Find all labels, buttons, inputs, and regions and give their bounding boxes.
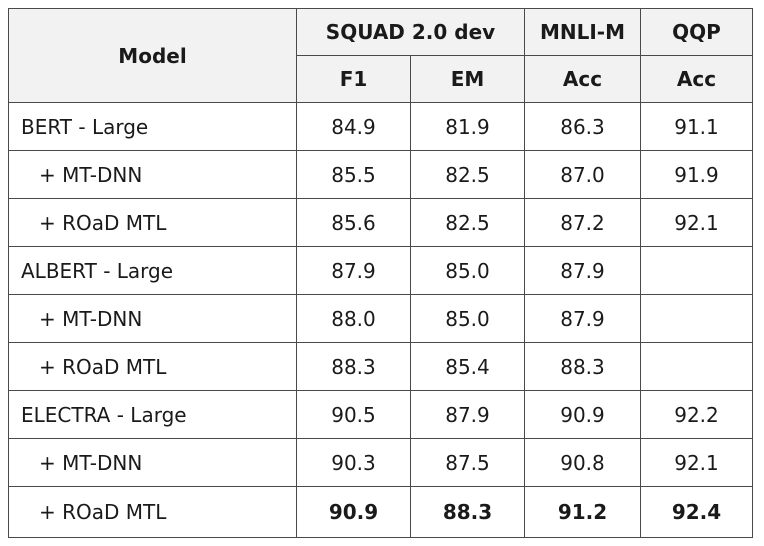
results-table-container: Model SQUAD 2.0 dev MNLI-M QQP F1 EM Acc… bbox=[8, 8, 753, 538]
cell-model: ALBERT - Large bbox=[8, 246, 297, 295]
cell-squad-f1: 88.3 bbox=[296, 342, 411, 391]
table-row: ELECTRA - Large 90.5 87.9 90.9 92.2 bbox=[8, 390, 753, 439]
cell-model: ELECTRA - Large bbox=[8, 390, 297, 439]
cell-squad-f1: 84.9 bbox=[296, 102, 411, 151]
cell-mnli-acc: 91.2 bbox=[524, 486, 641, 538]
header-group-mnli: MNLI-M bbox=[524, 8, 641, 56]
cell-model: + ROaD MTL bbox=[8, 486, 297, 538]
cell-squad-em: 85.4 bbox=[410, 342, 525, 391]
table-header: Model SQUAD 2.0 dev MNLI-M QQP F1 EM Acc… bbox=[8, 8, 753, 103]
cell-squad-f1: 85.6 bbox=[296, 198, 411, 247]
cell-mnli-acc: 87.2 bbox=[524, 198, 641, 247]
cell-qqp-acc: 91.9 bbox=[640, 150, 753, 199]
table-row: + ROaD MTL 85.6 82.5 87.2 92.1 bbox=[8, 198, 753, 247]
table-row: BERT - Large 84.9 81.9 86.3 91.1 bbox=[8, 102, 753, 151]
cell-qqp-acc: 92.1 bbox=[640, 438, 753, 487]
table-row: + MT-DNN 85.5 82.5 87.0 91.9 bbox=[8, 150, 753, 199]
header-metric-f1: F1 bbox=[296, 55, 411, 103]
table-row: + MT-DNN 90.3 87.5 90.8 92.1 bbox=[8, 438, 753, 487]
cell-squad-f1: 90.9 bbox=[296, 486, 411, 538]
cell-qqp-acc: 91.1 bbox=[640, 102, 753, 151]
cell-squad-em: 82.5 bbox=[410, 198, 525, 247]
cell-qqp-acc: 92.4 bbox=[640, 486, 753, 538]
table-row: + MT-DNN 88.0 85.0 87.9 bbox=[8, 294, 753, 343]
cell-squad-f1: 87.9 bbox=[296, 246, 411, 295]
cell-model: + ROaD MTL bbox=[8, 342, 297, 391]
header-metric-qqp-acc: Acc bbox=[640, 55, 753, 103]
cell-squad-f1: 88.0 bbox=[296, 294, 411, 343]
table-row: + ROaD MTL 88.3 85.4 88.3 bbox=[8, 342, 753, 391]
cell-squad-f1: 85.5 bbox=[296, 150, 411, 199]
header-model: Model bbox=[8, 8, 297, 103]
cell-squad-em: 85.0 bbox=[410, 294, 525, 343]
header-group-qqp: QQP bbox=[640, 8, 753, 56]
cell-squad-em: 81.9 bbox=[410, 102, 525, 151]
cell-model: + MT-DNN bbox=[8, 438, 297, 487]
header-group-squad: SQUAD 2.0 dev bbox=[296, 8, 525, 56]
cell-squad-f1: 90.3 bbox=[296, 438, 411, 487]
cell-qqp-acc bbox=[640, 294, 753, 343]
cell-squad-em: 85.0 bbox=[410, 246, 525, 295]
header-metric-em: EM bbox=[410, 55, 525, 103]
cell-squad-em: 82.5 bbox=[410, 150, 525, 199]
header-row-groups: Model SQUAD 2.0 dev MNLI-M QQP bbox=[8, 8, 753, 103]
cell-model: + MT-DNN bbox=[8, 294, 297, 343]
cell-squad-f1: 90.5 bbox=[296, 390, 411, 439]
cell-qqp-acc: 92.2 bbox=[640, 390, 753, 439]
results-table: Model SQUAD 2.0 dev MNLI-M QQP F1 EM Acc… bbox=[8, 8, 753, 538]
cell-mnli-acc: 87.9 bbox=[524, 294, 641, 343]
header-row-metrics: F1 EM Acc Acc bbox=[9, 55, 753, 103]
cell-squad-em: 87.9 bbox=[410, 390, 525, 439]
cell-mnli-acc: 87.9 bbox=[524, 246, 641, 295]
cell-mnli-acc: 90.8 bbox=[524, 438, 641, 487]
cell-model: + MT-DNN bbox=[8, 150, 297, 199]
table-row: ALBERT - Large 87.9 85.0 87.9 bbox=[8, 246, 753, 295]
cell-mnli-acc: 90.9 bbox=[524, 390, 641, 439]
cell-model: BERT - Large bbox=[8, 102, 297, 151]
cell-qqp-acc bbox=[640, 342, 753, 391]
cell-qqp-acc: 92.1 bbox=[640, 198, 753, 247]
header-metric-mnli-acc: Acc bbox=[524, 55, 641, 103]
cell-qqp-acc bbox=[640, 246, 753, 295]
cell-squad-em: 88.3 bbox=[410, 486, 525, 538]
cell-mnli-acc: 86.3 bbox=[524, 102, 641, 151]
cell-squad-em: 87.5 bbox=[410, 438, 525, 487]
cell-mnli-acc: 87.0 bbox=[524, 150, 641, 199]
table-body: BERT - Large 84.9 81.9 86.3 91.1 + MT-DNN 85.5… bbox=[8, 102, 753, 538]
cell-mnli-acc: 88.3 bbox=[524, 342, 641, 391]
cell-model: + ROaD MTL bbox=[8, 198, 297, 247]
table-row: + ROaD MTL 90.9 88.3 91.2 92.4 bbox=[8, 486, 753, 538]
